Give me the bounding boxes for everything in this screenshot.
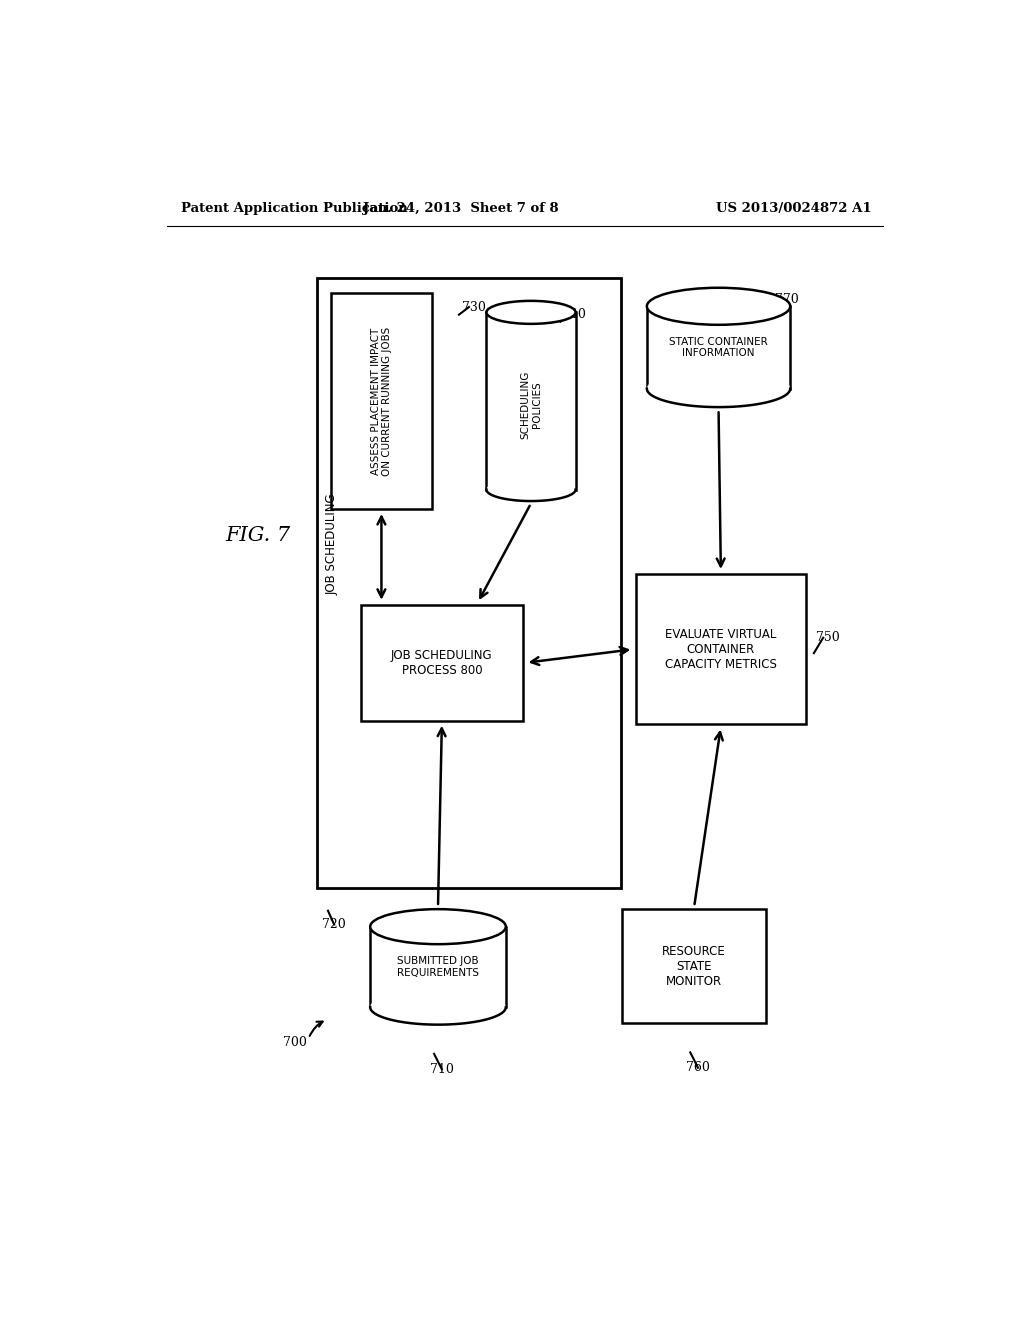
Text: Jan. 24, 2013  Sheet 7 of 8: Jan. 24, 2013 Sheet 7 of 8 [364,202,559,215]
Text: FIG. 7: FIG. 7 [225,527,291,545]
Text: ASSESS PLACEMENT IMPACT
ON CURRENT RUNNING JOBS: ASSESS PLACEMENT IMPACT ON CURRENT RUNNI… [371,326,392,475]
Text: JOB SCHEDULING
PROCESS 800: JOB SCHEDULING PROCESS 800 [391,648,493,677]
Text: RESOURCE
STATE
MONITOR: RESOURCE STATE MONITOR [663,945,726,987]
Bar [623,909,766,1023]
Text: 740: 740 [562,308,586,321]
Text: US 2013/0024872 A1: US 2013/0024872 A1 [717,202,872,215]
Text: 700: 700 [283,1036,306,1049]
Text: 770: 770 [775,293,799,306]
Ellipse shape [371,909,506,944]
Text: STATIC CONTAINER
INFORMATION: STATIC CONTAINER INFORMATION [669,337,768,358]
Text: 720: 720 [323,917,346,931]
Text: EVALUATE VIRTUAL
CONTAINER
CAPACITY METRICS: EVALUATE VIRTUAL CONTAINER CAPACITY METR… [665,628,777,671]
Text: 760: 760 [686,1061,710,1074]
Text: 750: 750 [816,631,840,644]
Ellipse shape [647,370,791,407]
Text: SUBMITTED JOB
REQUIREMENTS: SUBMITTED JOB REQUIREMENTS [397,956,479,978]
Text: JOB SCHEDULING: JOB SCHEDULING [326,494,339,595]
Text: Patent Application Publication: Patent Application Publication [180,202,408,215]
Bar [360,605,523,721]
Text: 730: 730 [463,301,486,314]
Bar [486,301,575,490]
Bar [647,288,791,388]
Text: SCHEDULING
POLICIES: SCHEDULING POLICIES [520,371,542,440]
Ellipse shape [486,301,575,323]
Ellipse shape [371,990,506,1024]
Ellipse shape [647,288,791,325]
Bar [636,574,806,725]
Bar [371,909,506,1007]
Ellipse shape [486,478,575,502]
Bar [331,293,432,508]
Text: 710: 710 [430,1063,454,1076]
Bar [317,277,621,887]
